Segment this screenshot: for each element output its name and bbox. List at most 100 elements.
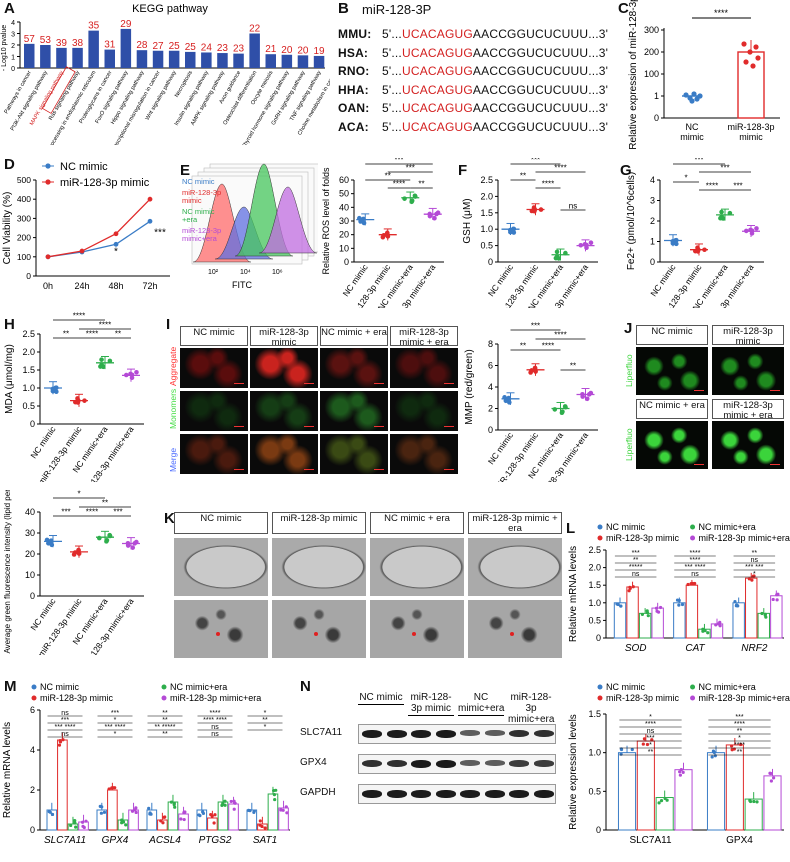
- panel-label-i: I: [166, 316, 171, 333]
- data-point: [169, 800, 174, 804]
- tem-col-header: miR-128-3p mimic: [272, 512, 366, 534]
- kegg-bar: [120, 28, 132, 68]
- legend-label: miR-128-3p mimic+era: [170, 693, 261, 703]
- panel-j-micrographs: NC mimic miR-128-3p mimic NC mimic + era mi…: [624, 325, 790, 473]
- seq-seed: UCACAGUG: [401, 64, 473, 78]
- data-point: [54, 385, 59, 391]
- flow-legend-label: NC mimic: [182, 177, 215, 186]
- data-point: [76, 547, 81, 553]
- panel-j2-svg: 0 10 20 30 40 Average green fluorescence inte…: [3, 454, 144, 673]
- gene-label: ACSL4: [148, 835, 181, 846]
- panel-n-western-blot: NC mimic miR-128-3p mimic NC mimic+era miR-…: [300, 692, 560, 812]
- data-point: [655, 609, 659, 613]
- scale-bar: [694, 463, 704, 465]
- data-point: [281, 808, 285, 812]
- bar: [207, 817, 218, 831]
- seq-row: HSA: 5'...UCACAGUGAACCGGUCUCUUU...3': [338, 46, 608, 60]
- blot-band: [460, 730, 480, 736]
- seq-rest: AACCGGUCUCUUU...3': [472, 45, 609, 60]
- blot-col-header: miR-128-3p mimic+era: [508, 692, 555, 727]
- sig-label: ****: [690, 550, 701, 557]
- sig-label: ****: [542, 180, 554, 189]
- legend-label: miR-128-3p mimic: [40, 693, 114, 703]
- scale-bar: [374, 425, 384, 427]
- data-point: [134, 369, 139, 375]
- data-point: [76, 551, 82, 556]
- seq-species: RNO:: [338, 64, 370, 78]
- seq-seed: UCACAGUG: [401, 45, 473, 60]
- y-tick-label: 30: [25, 528, 35, 538]
- panel-d-chart: 0 100 200 300 400 500 Cell Viability (%) 0h 24h 4…: [0, 158, 180, 298]
- scale-bar: [444, 468, 454, 470]
- data-point: [538, 207, 544, 212]
- data-point: [182, 810, 186, 815]
- y-tick-label: 2.5: [22, 329, 35, 339]
- y-axis-label: Relative ROS level of folds: [321, 167, 331, 275]
- mir-point: [79, 248, 85, 254]
- data-point: [710, 755, 714, 759]
- blot-band: [509, 730, 529, 738]
- kegg-bar: [313, 55, 325, 68]
- data-point: [284, 805, 288, 809]
- legend-label: NC mimic+era: [699, 682, 756, 692]
- sig-label: ***: [406, 164, 415, 173]
- data-point: [775, 598, 779, 602]
- flow-x-label: FITC: [232, 280, 252, 290]
- tem-col-header: NC mimic + era: [370, 512, 464, 534]
- kegg-y-label: - Log10 pvalue: [1, 25, 8, 71]
- data-point: [159, 819, 163, 823]
- data-point: [107, 787, 111, 791]
- kegg-bar: [72, 47, 83, 68]
- blot-band: [386, 760, 407, 768]
- data-point: [99, 811, 103, 815]
- sig-label: ns: [691, 571, 699, 578]
- micrograph-image: [390, 434, 458, 474]
- panel-l-svg: 0 0.5 1.0 1.5 2.0 2.5 Relative mRNA levels SOD C…: [568, 522, 790, 654]
- data-point: [221, 802, 225, 806]
- data-point: [381, 232, 387, 238]
- data-point: [657, 801, 661, 805]
- data-point: [658, 605, 663, 610]
- panel-label-j: J: [624, 320, 633, 337]
- seq-row: ACA: 5'...UCACAGUGAACCGGUCUCUUU...3': [338, 120, 608, 134]
- y-tick-label: 400: [17, 194, 31, 204]
- kegg-count-label: 28: [136, 40, 148, 51]
- y-tick-label: 1.0: [22, 383, 35, 393]
- data-point: [729, 744, 734, 748]
- kegg-bar: [233, 53, 244, 68]
- sig-label: **: [648, 749, 654, 756]
- data-point: [161, 821, 165, 825]
- panel-k-tem: NC mimic miR-128-3p mimic NC mimic + era mi…: [174, 512, 566, 662]
- sig-label: ****: [734, 721, 745, 728]
- data-point: [691, 91, 697, 97]
- scale-bar: [770, 463, 780, 465]
- data-point: [120, 818, 124, 822]
- blot-band: [435, 760, 456, 768]
- mir-point: [113, 231, 119, 237]
- seq-seed: UCACAGUG: [401, 101, 473, 115]
- y-tick-label: 100: [17, 252, 31, 262]
- data-point: [680, 602, 685, 607]
- mir-line: [47, 198, 151, 258]
- kegg-count-label: 38: [72, 38, 84, 49]
- bar: [685, 584, 699, 639]
- data-point: [511, 226, 517, 232]
- legend-marker: [161, 684, 167, 690]
- tem-col-header: miR-128-3p mimic + era: [468, 512, 562, 534]
- data-point: [718, 215, 723, 221]
- data-point: [748, 799, 753, 804]
- seq-5prime: 5'...: [382, 82, 402, 97]
- data-point: [125, 543, 131, 548]
- data-point: [580, 394, 585, 399]
- data-point: [57, 743, 62, 747]
- y-tick-label: 0.5: [22, 401, 35, 411]
- sig-label: *** ****: [54, 724, 75, 731]
- kegg-count-label: 22: [249, 24, 261, 35]
- data-point: [529, 368, 534, 373]
- sig-label: ****: [73, 312, 85, 321]
- panel-d-svg: 0 100 200 300 400 500 Cell Viability (%) 0h 24h 4…: [2, 161, 170, 291]
- gene-label: SOD: [625, 643, 647, 654]
- panel-n2-chart: 0 0.5 1.0 1.5 Relative expression levels SLC7…: [566, 680, 790, 857]
